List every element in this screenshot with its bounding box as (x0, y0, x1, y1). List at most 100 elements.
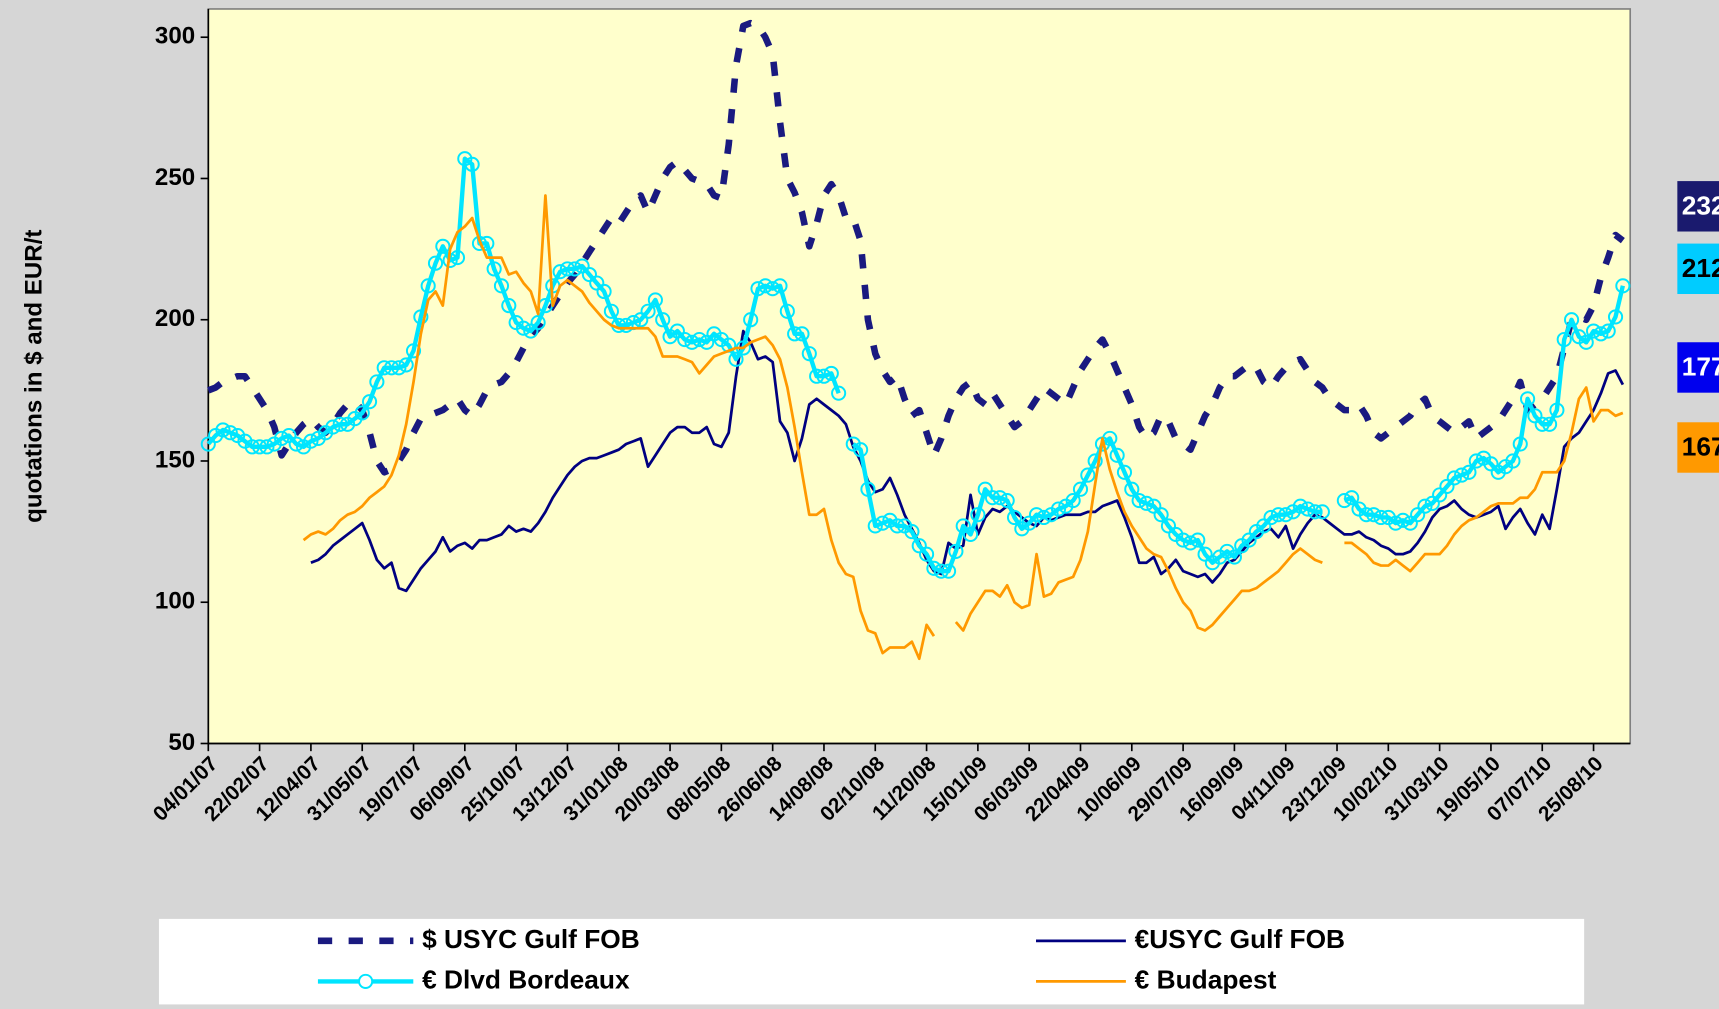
series-marker (933, 563, 949, 579)
series-marker (222, 425, 238, 441)
series-marker (1542, 416, 1558, 432)
series-marker (288, 436, 304, 452)
series-marker (757, 278, 773, 294)
series-marker (559, 261, 576, 277)
series-marker (1182, 535, 1199, 551)
series-marker (765, 281, 781, 297)
series-marker (955, 518, 971, 534)
series-marker (1138, 495, 1155, 511)
series-marker (633, 312, 649, 328)
series-marker (640, 303, 656, 319)
series-marker (1615, 278, 1631, 294)
series-marker (1578, 334, 1594, 350)
series-marker (809, 368, 825, 384)
series-marker (1607, 309, 1624, 325)
legend-marker (358, 973, 374, 989)
series-marker (1080, 467, 1096, 483)
series-marker (1520, 391, 1536, 407)
series-marker (486, 261, 502, 277)
series-marker (1263, 509, 1279, 526)
series-marker (501, 298, 517, 314)
y-tick-label: 150 (155, 446, 195, 473)
series-marker (361, 394, 378, 410)
series-marker (552, 264, 568, 280)
series-marker (1564, 312, 1580, 328)
series-marker (274, 430, 290, 446)
series-marker (1593, 326, 1609, 342)
annotation-box (1677, 181, 1719, 232)
series-marker (772, 278, 788, 294)
legend-label: €USYC Gulf FOB (1135, 924, 1345, 954)
series-marker (831, 385, 847, 401)
series-marker (1358, 507, 1374, 523)
series-marker (1556, 331, 1572, 348)
series-marker (596, 283, 612, 300)
series-marker (1410, 507, 1426, 523)
annotation-label: 212 (1682, 253, 1719, 283)
series-marker (1417, 498, 1433, 514)
y-axis-label: quotations in $ and EUR/t (20, 230, 47, 523)
series-marker (801, 346, 817, 362)
annotation-label: 177 (1682, 352, 1719, 382)
series-marker (413, 309, 429, 325)
series-marker (1307, 504, 1323, 520)
series-marker (1226, 549, 1242, 565)
series-marker (691, 331, 707, 348)
series-marker (1256, 518, 1272, 534)
series-marker (244, 439, 260, 455)
series-marker (962, 526, 979, 543)
annotation-box (1677, 243, 1719, 295)
series-marker (1006, 509, 1023, 526)
series-marker (948, 543, 964, 559)
series-marker (977, 481, 993, 497)
series-marker (1344, 490, 1360, 506)
series-marker (523, 323, 539, 339)
series-marker (1036, 509, 1052, 526)
series-marker (1197, 546, 1213, 562)
series-marker (699, 334, 715, 350)
series-marker (1461, 464, 1477, 480)
series-marker (684, 334, 700, 350)
series-marker (1549, 402, 1565, 418)
series-marker (867, 518, 883, 534)
series-marker (904, 524, 920, 540)
series-marker (515, 320, 532, 336)
series-marker (1175, 532, 1191, 548)
series-marker (1388, 515, 1404, 531)
series-marker (926, 560, 942, 576)
series-marker (853, 442, 869, 458)
series-marker (1270, 507, 1286, 523)
series-marker (750, 281, 766, 297)
series-marker (567, 261, 583, 277)
series-marker (589, 275, 605, 291)
series-marker (1483, 456, 1499, 472)
series-marker (581, 266, 597, 283)
series-marker (1373, 509, 1389, 526)
y-tick-label: 200 (155, 305, 195, 332)
series-marker (1366, 507, 1382, 523)
annotation-box (1677, 422, 1719, 473)
legend-label: € Budapest (1135, 964, 1277, 994)
series-marker (1527, 408, 1543, 424)
annotation-box (1677, 342, 1719, 393)
series-marker (618, 317, 634, 333)
series-marker (252, 439, 268, 455)
series-marker (1395, 512, 1411, 528)
y-tick-label: 50 (168, 729, 195, 756)
series-marker (1146, 498, 1162, 514)
series-marker (860, 481, 876, 497)
series-marker (427, 255, 444, 271)
series-marker (354, 405, 370, 421)
series-marker (420, 278, 436, 294)
series-marker (647, 292, 663, 308)
series-marker (992, 490, 1008, 506)
series-marker (369, 374, 385, 390)
series-marker (1065, 492, 1081, 509)
series-marker (200, 436, 216, 452)
legend-box (158, 918, 1585, 1005)
series-marker (875, 515, 891, 531)
series-marker (1050, 501, 1067, 517)
series-marker (787, 326, 803, 342)
series-marker (1072, 481, 1089, 497)
series-marker (530, 314, 546, 331)
